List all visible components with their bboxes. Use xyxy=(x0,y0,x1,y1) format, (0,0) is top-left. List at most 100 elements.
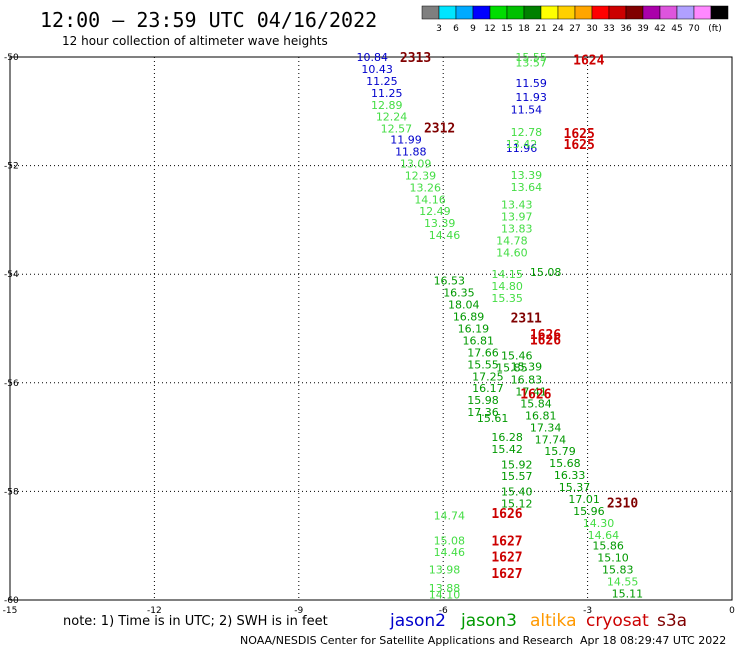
satellite-jason3: jason3 xyxy=(460,611,517,631)
legend-label: 6 xyxy=(453,24,459,34)
wave-height-jason3: 15.83 xyxy=(602,564,634,577)
wave-height-jason3: 16.89 xyxy=(453,311,485,324)
wave-height-jason3: 15.57 xyxy=(501,470,532,483)
wave-height-jason3: 17.34 xyxy=(530,421,562,434)
wave-height-jason3-light: 13.97 xyxy=(501,211,532,224)
legend-label: (ft) xyxy=(708,24,722,34)
wave-height-jason3: 15.68 xyxy=(549,457,581,470)
wave-height-jason3: 15.61 xyxy=(477,412,509,425)
wave-height-jason3-light: 15.08 xyxy=(434,534,466,547)
legend-swatch xyxy=(693,5,712,20)
legend-swatch xyxy=(506,5,525,20)
satellite-s3a: s3a xyxy=(657,611,687,631)
wave-height-jason2: 11.59 xyxy=(515,77,547,90)
legend-swatch xyxy=(608,5,627,20)
wave-height-jason3: 16.81 xyxy=(462,334,494,347)
wave-height-jason2: 10.43 xyxy=(361,63,393,76)
legend-swatch xyxy=(540,5,559,20)
wave-height-jason2: 11.25 xyxy=(366,75,398,88)
legend-label: 30 xyxy=(586,24,598,34)
satellite-altika: altika xyxy=(530,611,577,631)
x-tick-label: 0 xyxy=(729,606,735,616)
legend-swatch xyxy=(710,5,729,20)
wave-height-jason3-light: 13.64 xyxy=(511,181,543,194)
wave-height-jason3: 16.17 xyxy=(472,382,504,395)
legend-label: 33 xyxy=(603,24,614,34)
wave-height-jason3-light: 14.60 xyxy=(496,246,528,259)
wave-height-jason3-light: 13.39 xyxy=(424,217,456,230)
wave-height-jason3-light: 14.15 xyxy=(491,268,523,281)
wave-height-jason3: 16.81 xyxy=(525,409,557,422)
legend-swatch xyxy=(659,5,678,20)
satellite-jason2: jason2 xyxy=(389,611,446,631)
legend-label: 70 xyxy=(688,24,700,34)
y-tick-label: -54 xyxy=(4,270,19,280)
x-tick-label: -9 xyxy=(294,606,303,616)
wave-height-jason3: 15.08 xyxy=(530,266,562,279)
wave-height-jason2: 11.54 xyxy=(511,104,543,117)
wave-height-jason3: 15.39 xyxy=(511,361,543,374)
plot-frame xyxy=(9,56,733,601)
wave-height-jason3: 15.40 xyxy=(501,485,532,498)
legend-swatch xyxy=(642,5,661,20)
wave-height-jason3: 17.01 xyxy=(568,493,600,506)
page-title: 12:00 – 23:59 UTC 04/16/2022 xyxy=(40,8,377,32)
legend-swatch xyxy=(455,5,474,20)
wave-height-jason2: 11.93 xyxy=(515,91,547,104)
satellite-legend: jason2 jason3 altika cryosat s3a xyxy=(389,611,687,631)
legend-label: 9 xyxy=(470,24,476,34)
wave-height-jason3: 15.12 xyxy=(501,497,532,510)
pass-label: 1626 xyxy=(530,333,561,348)
wave-height-jason2: 11.88 xyxy=(395,145,427,158)
plot-grid xyxy=(10,57,732,600)
wave-height-jason2: 11.99 xyxy=(390,134,422,147)
legend-label: 12 xyxy=(484,24,495,34)
wave-height-jason3-light: 14.46 xyxy=(429,229,461,242)
wave-height-jason3: 18.04 xyxy=(448,299,480,312)
y-tick-label: -58 xyxy=(4,487,19,497)
pass-label: 2313 xyxy=(400,51,431,66)
wave-height-jason3: 15.37 xyxy=(559,481,591,494)
legend-label: 39 xyxy=(637,24,649,34)
pass-label: 1627 xyxy=(491,551,522,566)
data-points: 10.8410.4311.2511.2511.9911.8811.5911.93… xyxy=(357,51,644,602)
wave-height-jason3: 15.84 xyxy=(520,397,552,410)
x-tick-label: -3 xyxy=(583,606,592,616)
wave-height-jason3: 15.79 xyxy=(544,445,576,458)
wave-height-jason3-light: 12.89 xyxy=(371,99,403,112)
color-scale-legend: 3 6 9 12 15 18 21 24 27 30 33 36 39 42 45 70 (ft) xyxy=(421,5,729,34)
x-tick-label: -6 xyxy=(439,606,448,616)
y-tick-label: -50 xyxy=(4,53,19,63)
axis-ticks: -15 -12 -9 -6 -3 0 -50 -52 -54 -56 -58 -60 xyxy=(3,53,735,616)
legend-swatch xyxy=(676,5,695,20)
wave-height-jason3: 15.96 xyxy=(573,505,605,518)
legend-swatch xyxy=(591,5,610,20)
wave-height-jason3-light: 15.35 xyxy=(491,292,523,305)
wave-height-jason3-light: 14.16 xyxy=(414,193,446,206)
pass-label: 1626 xyxy=(491,507,522,522)
pass-label: 2312 xyxy=(424,122,455,137)
wave-height-jason3: 17.41 xyxy=(515,385,547,398)
wave-height-jason3: 17.36 xyxy=(467,406,499,419)
wave-height-jason2: 11.25 xyxy=(371,87,403,100)
legend-swatch xyxy=(489,5,508,20)
pass-label: 2311 xyxy=(511,312,542,327)
wave-height-jason3: 16.33 xyxy=(554,469,586,482)
satellite-cryosat: cryosat xyxy=(586,611,649,631)
legend-label: 42 xyxy=(654,24,665,34)
legend-swatch xyxy=(523,5,542,20)
legend-swatch xyxy=(438,5,457,20)
legend-label: 24 xyxy=(552,24,564,34)
wave-height-jason3: 16.19 xyxy=(458,323,490,336)
legend-swatch xyxy=(625,5,644,20)
wave-height-jason3-light: 13.43 xyxy=(501,199,532,212)
wave-height-jason3-light: 14.74 xyxy=(434,509,466,522)
wave-height-jason3-light: 14.80 xyxy=(491,280,523,293)
wave-height-jason3: 15.11 xyxy=(612,587,644,600)
wave-height-jason3: 15.86 xyxy=(592,540,624,553)
footer-note: note: 1) Time is in UTC; 2) SWH is in fe… xyxy=(63,614,328,629)
wave-height-jason3: 17.25 xyxy=(472,370,504,383)
x-tick-label: -12 xyxy=(147,606,162,616)
legend-label: 15 xyxy=(501,24,512,34)
